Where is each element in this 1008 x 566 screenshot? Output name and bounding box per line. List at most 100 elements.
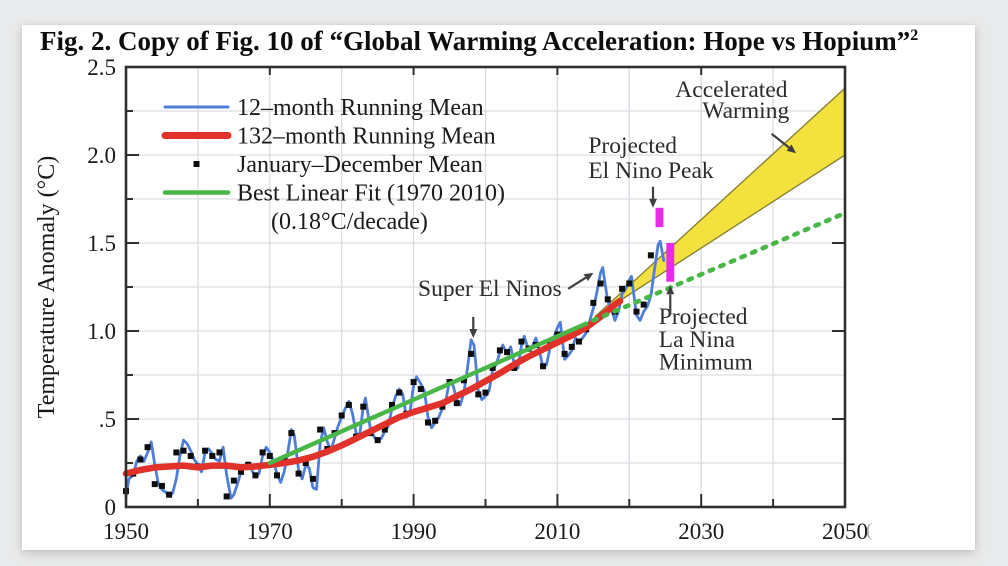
annotation-arrow [567,276,587,290]
legend-label: 12–month Running Mean [237,95,484,121]
projected-el-nino-bar [655,207,664,228]
annual-mean-marker [137,456,144,463]
y-tick-label: 2.5 [87,55,116,80]
annual-mean-marker [216,449,223,456]
annual-mean-marker [410,379,417,386]
annual-mean-marker [151,481,158,488]
annotation-accelerated-warming: Accelerated [675,77,787,103]
annual-mean-marker [180,447,187,454]
x-tick-label: 1950 [103,519,149,544]
annual-mean-marker [647,252,654,259]
y-axis-title: Temperature Anomaly (°C) [34,156,60,419]
annual-mean-marker [288,430,295,437]
annual-mean-marker [173,449,180,456]
annual-mean-marker [166,491,173,498]
annual-mean-marker [504,349,511,356]
annual-mean-marker [561,350,568,357]
legend-label: Best Linear Fit (1970 2010) [237,181,505,207]
series-12-month-running-mean [124,239,666,500]
annual-mean-marker [345,401,352,408]
annual-mean-marker [575,338,582,345]
annotation-accelerated-warming: Warming [702,98,789,124]
y-tick-label: 0 [105,495,117,520]
annual-mean-marker [389,401,396,408]
annotation-projected-el-nino-peak: El Nino Peak [588,158,714,184]
annual-mean-marker [453,400,460,407]
annual-mean-marker [518,338,525,345]
legend-swatch-3 [193,161,200,167]
annual-mean-marker [360,403,367,410]
annotation-arrowhead [666,285,675,295]
annual-mean-marker [202,447,209,454]
x-tick-label: 2050 [822,519,868,544]
annual-mean-marker [439,403,446,410]
annual-mean-marker [252,472,259,479]
best-linear-fit-solid [267,321,589,466]
annual-mean-marker [209,452,216,459]
figure-title: Fig. 2. Copy of Fig. 10 of “Global Warmi… [40,26,1000,57]
annual-mean-marker [230,477,237,484]
annual-mean-marker [281,456,288,463]
annual-mean-marker [619,285,626,292]
annotation-projected-el-nino-peak: Projected [588,133,677,159]
annual-mean-marker [604,296,611,303]
annotation-super-el-ninos: Super El Ninos [418,276,562,302]
annual-mean-marker [468,350,475,357]
annual-mean-marker [338,412,345,419]
annotation-arrowhead [469,329,478,338]
annotation-arrowhead [583,272,594,282]
annual-mean-marker [374,437,381,444]
annual-mean-marker [417,386,424,393]
annual-mean-marker [496,347,503,354]
annual-mean-marker [309,475,316,482]
annual-mean-marker [302,460,309,466]
annual-mean-marker [568,343,575,350]
x-tick-label: 2030 [678,519,724,544]
annual-mean-marker [223,493,230,500]
series-132-month-running-mean [122,297,624,477]
x-axis-trailing-mark: ( [866,520,872,541]
annual-mean-marker [432,417,439,424]
annual-mean-marker [460,377,467,384]
x-tick-label: 1990 [391,519,437,544]
annual-mean-marker [540,363,547,370]
annual-mean-marker [187,452,194,459]
annual-mean-marker [266,452,273,459]
annual-mean-marker [597,280,604,287]
x-tick-label: 1970 [247,519,293,544]
annual-mean-marker [238,468,245,475]
annotation-projected-la-nina-minimum: Projected [659,304,748,330]
annual-mean-marker [633,308,640,315]
annotation-arrow [770,133,790,149]
annotation-projected-la-nina-minimum: La Nina [659,327,736,353]
annual-mean-marker [489,364,496,371]
annual-mean-marker [273,472,280,479]
annual-mean-marker [482,389,489,396]
annual-mean-marker [424,419,431,426]
figure-title-text: Fig. 2. Copy of Fig. 10 of “Global Warmi… [40,26,911,56]
annual-mean-marker [626,280,633,287]
legend-label: 132–month Running Mean [237,124,496,150]
annotation-arrowhead [786,144,797,154]
y-tick-label: 2.0 [87,143,116,168]
legend-note: (0.18°C/decade) [271,209,428,235]
legend-label: January–December Mean [237,152,483,178]
projected-la-nina-bar [666,243,675,282]
annual-mean-marker [317,426,324,433]
annual-mean-marker [590,299,597,306]
annual-mean-marker [144,444,151,451]
annual-mean-marker [158,482,165,489]
annual-mean-marker [259,449,266,456]
annotation-projected-la-nina-minimum: Minimum [659,350,753,376]
annual-mean-marker [381,426,388,433]
y-tick-label: .5 [99,407,116,432]
annual-mean-marker [475,391,482,398]
best-linear-fit-projection-dotted [591,210,848,323]
y-tick-label: 1.0 [87,319,116,344]
annual-mean-marker [640,301,647,308]
annual-mean-marker [396,389,403,396]
figure-title-superscript: 2 [910,27,919,44]
x-tick-label: 2010 [534,519,580,544]
